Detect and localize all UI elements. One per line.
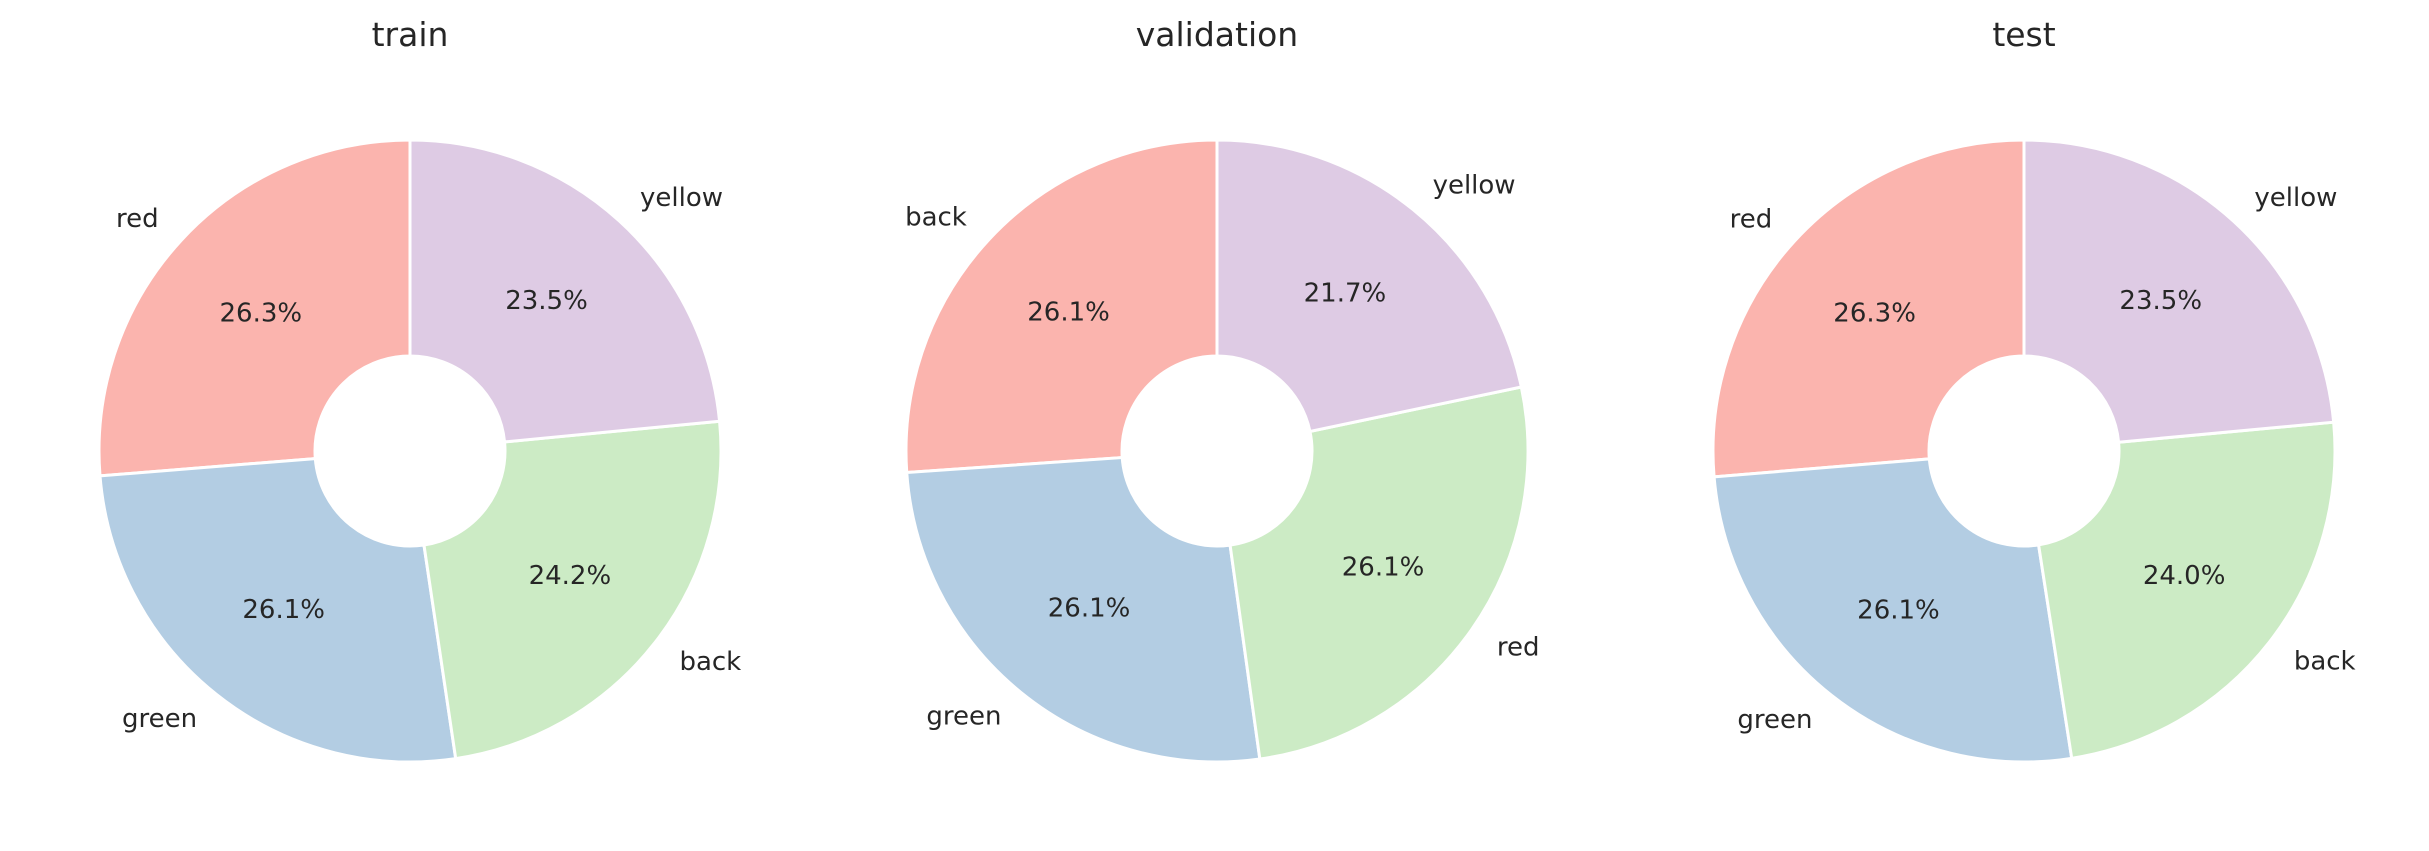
slice-label: green [122,704,197,734]
slice-label: back [2294,646,2356,676]
slice-back [422,419,723,761]
percent-label: 26.3% [220,298,303,328]
chart-3: test red 26.3% green 26.1% back 24.0% yellow 23.… [1711,15,2356,764]
chart-1: train red 26.3% green 26.1% back 24.2% yellow 23… [97,15,741,764]
slice-green [98,456,458,764]
slice-yellow [1215,138,1524,434]
percent-label: 26.1% [242,595,325,625]
slice-label: red [1730,204,1773,234]
percent-label: 26.1% [1342,553,1425,583]
chart-title: validation [1136,15,1298,54]
percent-label: 23.5% [2119,286,2202,316]
slice-green [905,455,1262,764]
percent-label: 24.2% [529,561,612,591]
slice-green [1712,457,2074,764]
chart-title: train [372,15,449,54]
slice-yellow [2022,138,2336,444]
chart-title: test [1992,15,2055,54]
slice-yellow [408,138,722,444]
slice-label: yellow [1433,170,1516,200]
percent-label: 26.1% [1857,596,1940,626]
slice-label: green [926,702,1001,732]
slice-label: yellow [2254,183,2337,213]
slice-red [1228,385,1530,761]
percent-label: 24.0% [2143,561,2226,591]
slice-label: back [905,203,967,233]
percent-label: 26.1% [1027,298,1110,328]
slice-label: green [1737,705,1812,735]
percent-label: 26.3% [1833,299,1916,329]
slice-label: red [1497,633,1540,663]
slice-back [2036,420,2337,761]
slice-label: yellow [640,183,723,213]
percent-label: 26.1% [1048,594,1131,624]
slice-red [97,138,412,478]
chart-2: validation back 26.1% green 26.1% red 26.1% yel… [904,15,1540,764]
slice-label: back [679,647,741,677]
slice-label: red [116,204,159,234]
percent-label: 23.5% [505,286,588,316]
percent-label: 21.7% [1304,278,1387,308]
slice-red [1711,138,2026,479]
slice-back [904,138,1219,475]
